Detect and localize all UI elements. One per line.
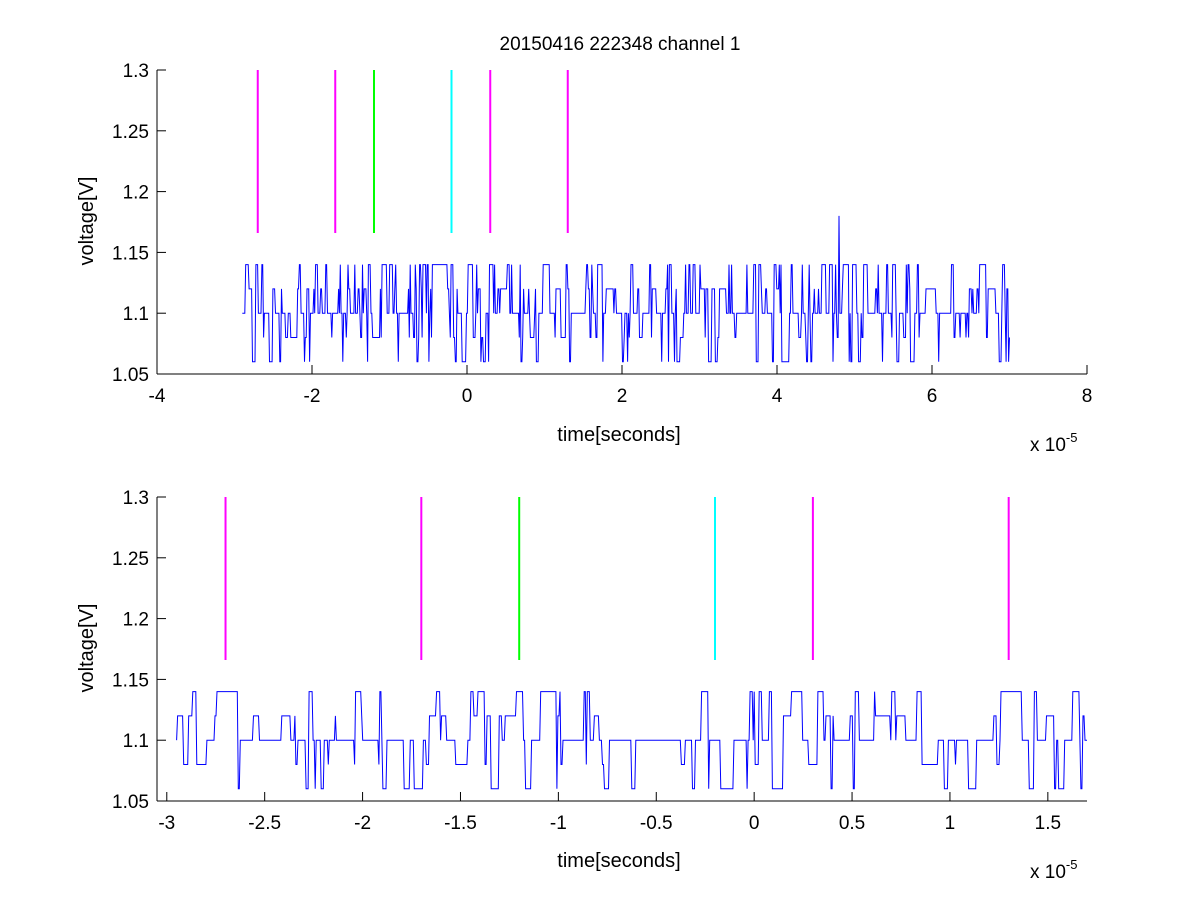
x-tick-label: 0 [462,386,473,407]
x-multiplier-base: x 10 [1030,862,1066,883]
x-tick-label: -2 [354,813,371,834]
y-tick-label: 1.15 [112,243,149,264]
x-tick-label: -1.5 [444,813,477,834]
x-multiplier-label: x 10-5 [1030,857,1077,883]
y-tick-label: 1.05 [112,365,149,386]
x-tick-label: -4 [149,386,166,407]
x-axis-label: time[seconds] [557,424,680,446]
x-tick-label: 4 [772,386,783,407]
marker-lines [256,70,569,233]
y-tick-label: 1.05 [112,792,149,813]
x-tick-labels: -3 -2.5 -2 -1.5 -1 -0.5 0 0.5 1 1.5 [158,813,1061,834]
y-tick-label: 1.3 [123,61,149,82]
y-tick-labels: 1.05 1.1 1.15 1.2 1.25 1.3 [112,488,149,813]
y-axis-label: voltage[V] [76,177,98,266]
signal-line [176,691,1087,790]
x-multiplier-base: x 10 [1030,435,1066,456]
x-tick-label: 1.5 [1035,813,1061,834]
x-tick-label: -2 [304,386,321,407]
x-tick-label: -0.5 [640,813,673,834]
x-tick-label: 0.5 [839,813,865,834]
y-tick-label: 1.25 [112,549,149,570]
x-tick-label: 6 [927,386,938,407]
subplot-top: -4 -2 0 2 4 6 8 1.05 1.1 1.15 1.2 1.25 1.3 time[sec… [76,61,1092,456]
y-tick-label: 1.25 [112,122,149,143]
x-multiplier-exponent: -5 [1066,430,1078,445]
y-axis-label: voltage[V] [76,604,98,693]
y-tick-label: 1.2 [123,183,149,204]
x-multiplier-label: x 10-5 [1030,430,1077,456]
y-tick-label: 1.1 [123,304,149,325]
x-tick-label: -2.5 [248,813,281,834]
signal-trace [176,691,1087,790]
y-tick-label: 1.3 [123,488,149,509]
y-tick-label: 1.1 [123,731,149,752]
x-multiplier-exponent: -5 [1066,857,1078,872]
x-tick-labels: -4 -2 0 2 4 6 8 [149,386,1093,407]
x-tick-label: 2 [617,386,628,407]
signal-line [242,215,1010,363]
y-tick-label: 1.2 [123,610,149,631]
x-tick-label: -3 [158,813,175,834]
x-tick-label: 8 [1082,386,1093,407]
axes-frame [156,69,1088,375]
x-tick-label: 1 [945,813,956,834]
marker-lines [224,497,1010,660]
x-tick-label: 0 [749,813,760,834]
axes-frame [156,496,1087,802]
x-axis-label: time[seconds] [557,850,680,872]
x-tick-label: -1 [550,813,567,834]
y-tick-label: 1.15 [112,670,149,691]
subplot-bottom: -3 -2.5 -2 -1.5 -1 -0.5 0 0.5 1 1.5 1.051.11.151.… [76,488,1087,883]
figure-title: 20150416 222348 channel 1 [500,34,741,55]
y-tick-labels: 1.05 1.1 1.15 1.2 1.25 1.3 [112,61,149,386]
signal-trace [242,215,1010,363]
